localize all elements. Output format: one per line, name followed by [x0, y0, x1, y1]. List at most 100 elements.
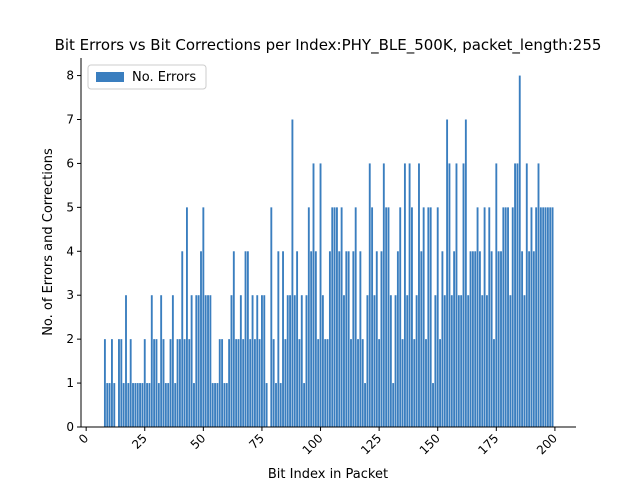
bar: [502, 207, 505, 427]
bar: [169, 339, 172, 427]
bar: [476, 207, 479, 427]
bar: [174, 383, 177, 427]
bar: [314, 251, 317, 427]
bar: [122, 383, 125, 427]
bar: [239, 295, 242, 427]
bar: [272, 339, 275, 427]
bar: [242, 339, 245, 427]
bar: [331, 207, 334, 427]
bar: [364, 383, 366, 427]
bar: [432, 383, 434, 427]
bar: [312, 163, 315, 427]
bar: [202, 207, 205, 427]
bar: [507, 207, 509, 427]
bar: [493, 339, 495, 427]
bar: [450, 295, 453, 427]
bar: [317, 339, 320, 427]
y-tick-label: 0: [66, 420, 74, 434]
bar: [429, 207, 432, 427]
bar: [420, 251, 423, 427]
bar: [118, 339, 120, 427]
bar: [471, 251, 474, 427]
bar: [366, 295, 369, 427]
bar: [441, 251, 444, 427]
bar: [345, 251, 348, 427]
bar: [251, 295, 254, 427]
x-tick-label: 75: [246, 431, 267, 452]
bar: [411, 207, 413, 427]
bar: [209, 295, 212, 427]
bar: [497, 251, 500, 427]
bar: [354, 207, 357, 427]
bar: [418, 163, 420, 427]
bar: [321, 295, 324, 427]
bar: [263, 295, 266, 427]
bar: [155, 339, 158, 427]
bar: [218, 339, 221, 427]
bar: [132, 383, 134, 427]
bar: [305, 295, 308, 427]
bar: [300, 295, 303, 427]
bar: [216, 383, 219, 427]
bar: [228, 339, 231, 427]
bar: [542, 207, 545, 427]
bar: [544, 207, 547, 427]
bar: [467, 295, 470, 427]
bar: [336, 207, 338, 427]
chart-title: Bit Errors vs Bit Corrections per Index:…: [55, 36, 602, 55]
bar: [221, 339, 224, 427]
bar: [319, 163, 322, 427]
bar: [385, 207, 388, 427]
bar: [141, 383, 144, 427]
bar: [413, 339, 416, 427]
bar: [521, 251, 524, 427]
bar: [143, 339, 146, 427]
bar: [284, 339, 287, 427]
y-tick-label: 1: [66, 376, 74, 390]
bar: [190, 295, 193, 427]
y-tick-label: 6: [66, 156, 74, 170]
y-tick-label: 7: [66, 113, 74, 127]
bar: [389, 295, 392, 427]
bar: [486, 295, 488, 427]
bar: [500, 251, 502, 427]
bar: [186, 207, 188, 427]
bar: [127, 383, 130, 427]
bar: [357, 339, 359, 427]
bar: [181, 251, 184, 427]
bar: [394, 295, 397, 427]
bar: [153, 339, 156, 427]
bar: [427, 207, 430, 427]
bar: [256, 295, 259, 427]
bar: [368, 163, 371, 427]
bar: [183, 339, 186, 427]
bar: [380, 251, 383, 427]
bar: [307, 207, 310, 427]
bar: [434, 295, 437, 427]
bar: [111, 339, 113, 427]
bar: [108, 383, 111, 427]
bar: [134, 383, 137, 427]
x-tick-label: 100: [300, 431, 326, 457]
bar: [436, 207, 439, 427]
bar: [516, 163, 519, 427]
bar: [246, 251, 249, 427]
bar: [439, 339, 441, 427]
bar: [422, 207, 425, 427]
bar: [244, 251, 247, 427]
bar: [343, 295, 345, 427]
bar: [490, 251, 493, 427]
bar: [340, 207, 343, 427]
bar: [392, 383, 395, 427]
x-tick-label: 150: [417, 431, 443, 457]
bar: [446, 119, 449, 427]
bar: [279, 383, 282, 427]
bar: [518, 75, 521, 428]
bar: [347, 251, 350, 427]
x-tick-label: 50: [188, 431, 209, 452]
bar: [488, 207, 491, 427]
bar: [338, 251, 341, 427]
bar: [197, 295, 200, 427]
bar: [291, 119, 294, 427]
bar: [535, 207, 538, 427]
